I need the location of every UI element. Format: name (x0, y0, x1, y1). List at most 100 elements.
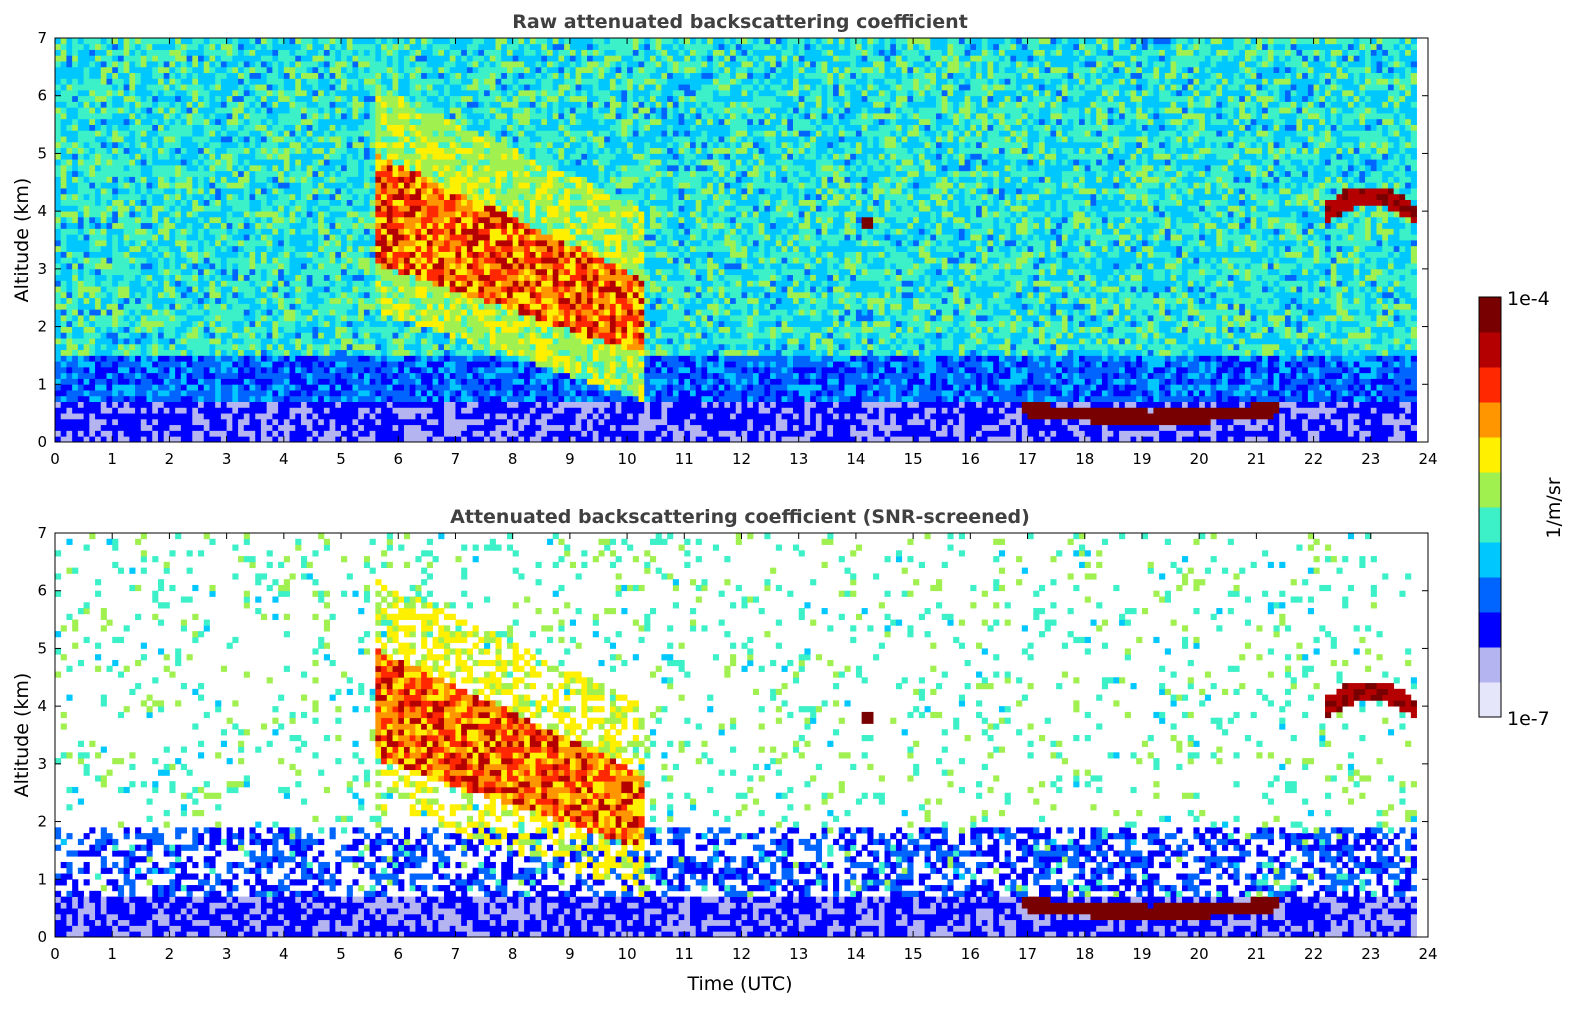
heatmap-cell (341, 130, 347, 136)
heatmap-cell (95, 350, 101, 356)
heatmap-cell (101, 73, 107, 79)
heatmap-cell (61, 90, 67, 96)
heatmap-cell (267, 240, 273, 246)
heatmap-cell (444, 119, 450, 125)
heatmap-cell (375, 136, 381, 142)
heatmap-cell (278, 38, 284, 44)
heatmap-cell (381, 275, 387, 281)
heatmap-cell (215, 148, 221, 154)
heatmap-cell (55, 113, 61, 119)
heatmap-cell (169, 130, 175, 136)
heatmap-cell (78, 159, 84, 165)
heatmap-cell (427, 130, 433, 136)
heatmap-cell (118, 228, 124, 234)
heatmap-cell (72, 303, 78, 309)
heatmap-cell (221, 153, 227, 159)
heatmap-cell (307, 269, 313, 275)
heatmap-cell (141, 419, 147, 425)
heatmap-cell (267, 338, 273, 344)
heatmap-cell (312, 321, 318, 327)
heatmap-cell (158, 96, 164, 102)
heatmap-cell (438, 379, 444, 385)
heatmap-cell (55, 96, 61, 102)
heatmap-cell (393, 309, 399, 315)
heatmap-cell (175, 73, 181, 79)
heatmap-cell (387, 384, 393, 390)
heatmap-cell (427, 205, 433, 211)
heatmap-cell (421, 119, 427, 125)
heatmap-cell (129, 263, 135, 269)
heatmap-cell (398, 350, 404, 356)
heatmap-cell (135, 142, 141, 148)
heatmap-cell (272, 321, 278, 327)
heatmap-cell (393, 240, 399, 246)
heatmap-cell (438, 246, 444, 252)
heatmap-cell (118, 419, 124, 425)
heatmap-cell (290, 177, 296, 183)
heatmap-cell (427, 361, 433, 367)
heatmap-cell (95, 321, 101, 327)
heatmap-cell (444, 436, 450, 442)
heatmap-cell (267, 55, 273, 61)
heatmap-cell (209, 205, 215, 211)
heatmap-cell (141, 217, 147, 223)
heatmap-cell (129, 130, 135, 136)
heatmap-cell (204, 113, 210, 119)
heatmap-cell (232, 332, 238, 338)
heatmap-cell (272, 379, 278, 385)
heatmap-cell (124, 436, 130, 442)
heatmap-cell (152, 280, 158, 286)
heatmap-cell (244, 84, 250, 90)
heatmap-cell (427, 44, 433, 50)
heatmap-cell (152, 355, 158, 361)
heatmap-cell (352, 96, 358, 102)
heatmap-cell (335, 148, 341, 154)
heatmap-cell (393, 148, 399, 154)
heatmap-cell (232, 125, 238, 131)
heatmap-cell (141, 263, 147, 269)
heatmap-cell (307, 90, 313, 96)
heatmap-cell (387, 50, 393, 56)
heatmap-cell (393, 50, 399, 56)
heatmap-cell (364, 286, 370, 292)
heatmap-cell (227, 177, 233, 183)
heatmap-cell (175, 246, 181, 252)
heatmap-cell (381, 263, 387, 269)
heatmap-cell (381, 315, 387, 321)
heatmap-cell (89, 275, 95, 281)
heatmap-cell (324, 38, 330, 44)
heatmap-cell (415, 275, 421, 281)
heatmap-cell (364, 165, 370, 171)
heatmap-cell (318, 188, 324, 194)
heatmap-cell (318, 327, 324, 333)
heatmap-cell (370, 332, 376, 338)
heatmap-cell (169, 142, 175, 148)
heatmap-cell (152, 263, 158, 269)
heatmap-cell (169, 211, 175, 217)
heatmap-cell (106, 78, 112, 84)
heatmap-cell (164, 107, 170, 113)
heatmap-cell (444, 113, 450, 119)
heatmap-cell (398, 419, 404, 425)
heatmap-cell (415, 148, 421, 154)
heatmap-cell (267, 315, 273, 321)
heatmap-cell (427, 119, 433, 125)
heatmap-cell (55, 367, 61, 373)
heatmap-cell (192, 142, 198, 148)
heatmap-cell (124, 217, 130, 223)
heatmap-cell (192, 436, 198, 442)
heatmap-cell (232, 419, 238, 425)
heatmap-cell (72, 78, 78, 84)
heatmap-cell (66, 384, 72, 390)
heatmap-cell (461, 402, 467, 408)
heatmap-cell (129, 107, 135, 113)
heatmap-cell (164, 338, 170, 344)
heatmap-cell (158, 240, 164, 246)
heatmap-cell (318, 67, 324, 73)
heatmap-cell (129, 338, 135, 344)
heatmap-cell (404, 44, 410, 50)
heatmap-cell (158, 234, 164, 240)
heatmap-cell (169, 286, 175, 292)
heatmap-cell (141, 153, 147, 159)
heatmap-cell (204, 67, 210, 73)
